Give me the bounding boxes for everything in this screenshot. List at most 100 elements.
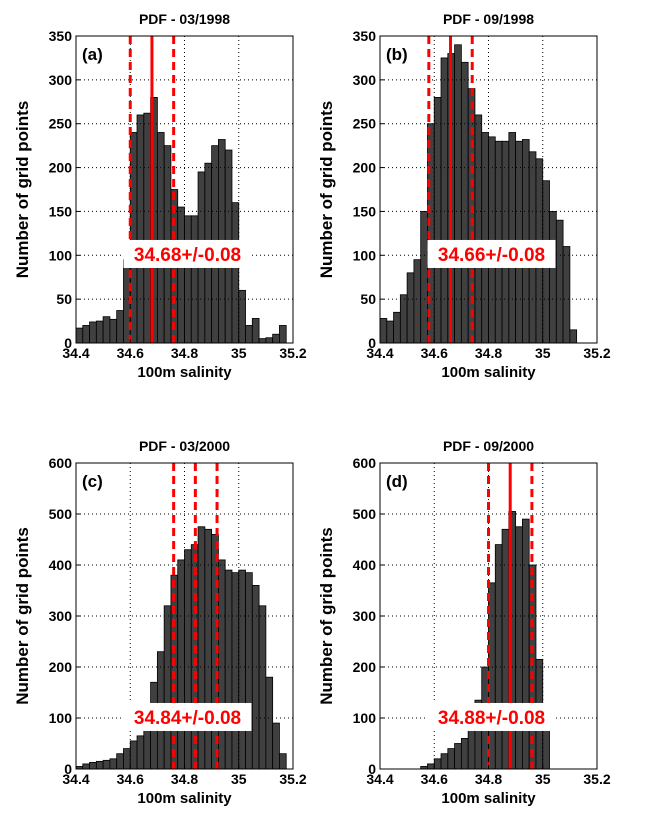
panel-label: (a) [82, 45, 103, 64]
bar [454, 743, 462, 770]
bar [238, 569, 246, 770]
panel: 34.4 34.6 34.8 35 35.2 0 100 200 300 400 500 600 PDF… [13, 438, 307, 807]
y-tick-label: 200 [353, 659, 377, 675]
bar [279, 325, 287, 344]
x-tick-label: 35.2 [583, 771, 610, 787]
bar [555, 219, 564, 344]
y-tick-label: 300 [353, 608, 377, 624]
bar [454, 44, 462, 344]
bar [433, 758, 442, 770]
bar [190, 544, 199, 770]
bar [515, 526, 523, 770]
y-tick-label: 500 [49, 506, 73, 522]
bar [143, 112, 151, 344]
bar [116, 310, 124, 344]
x-tick-label: 35.2 [583, 345, 610, 361]
x-axis-label: 100m salinity [441, 364, 536, 381]
annotation-box [123, 239, 252, 268]
bar [251, 585, 260, 770]
x-tick-label: 34.8 [475, 771, 502, 787]
y-tick-label: 500 [353, 506, 377, 522]
bar [460, 61, 469, 344]
y-tick-label: 300 [49, 608, 73, 624]
bar [156, 132, 165, 344]
panel-label: (b) [386, 45, 408, 64]
bar [501, 528, 510, 770]
y-axis-label: Number of grid points [317, 101, 336, 279]
bar [279, 753, 287, 770]
bar [440, 57, 449, 344]
bar [494, 544, 503, 770]
x-tick-label: 34.6 [421, 771, 448, 787]
bar [522, 518, 530, 770]
y-tick-label: 150 [49, 203, 73, 219]
x-tick-label: 34.4 [62, 345, 89, 361]
bar [184, 549, 192, 770]
bar [488, 136, 496, 344]
bar [190, 215, 199, 344]
bar [272, 722, 280, 770]
bar [549, 211, 557, 344]
bar [82, 763, 90, 770]
bar [562, 246, 571, 344]
bar [433, 97, 442, 344]
x-tick-label: 35 [231, 771, 247, 787]
y-tick-label: 100 [49, 247, 73, 263]
x-tick-label: 34.6 [117, 771, 144, 787]
bar [393, 311, 401, 344]
bar [75, 327, 84, 344]
x-tick-label: 34.6 [117, 345, 144, 361]
y-tick-label: 250 [49, 116, 73, 132]
bar [272, 333, 280, 344]
bar [123, 748, 131, 770]
bar [413, 259, 422, 344]
annotation: 34.88+/-0.08 [438, 708, 545, 729]
bar [481, 132, 489, 344]
bar [265, 676, 274, 770]
bar [82, 325, 90, 344]
bar [238, 289, 246, 344]
bar [177, 559, 185, 770]
bar [508, 132, 517, 344]
x-tick-label: 35 [231, 345, 247, 361]
panel: 34.4 34.6 34.8 35 35.2 0 50 100 150 200 250 300 350 P… [317, 11, 611, 381]
annotation: 34.68+/-0.08 [134, 245, 241, 266]
y-tick-label: 300 [353, 72, 377, 88]
bar [406, 272, 415, 344]
y-axis-label: Number of grid points [13, 527, 32, 705]
bar [258, 605, 267, 770]
y-tick-label: 0 [64, 335, 72, 351]
y-tick-label: 350 [353, 28, 377, 44]
annotation: 34.66+/-0.08 [438, 245, 545, 266]
bar [109, 318, 118, 344]
bar [427, 763, 435, 770]
y-tick-label: 100 [49, 710, 73, 726]
bar [467, 88, 476, 344]
x-tick-label: 34.8 [171, 345, 198, 361]
panel-title: PDF - 09/2000 [443, 438, 534, 454]
bar [251, 318, 260, 344]
bar [224, 569, 233, 770]
bar [231, 572, 240, 770]
bar [197, 526, 206, 770]
y-tick-label: 100 [353, 710, 377, 726]
bar [265, 337, 274, 344]
y-tick-label: 0 [64, 761, 72, 777]
y-tick-label: 200 [49, 659, 73, 675]
panel: 34.4 34.6 34.8 35 35.2 0 100 200 300 400 500 600 PDF… [317, 438, 611, 807]
y-tick-label: 0 [368, 761, 376, 777]
y-axis-label: Number of grid points [13, 101, 32, 279]
bar [474, 114, 483, 344]
x-axis-label: 100m salinity [137, 790, 232, 807]
annotation-box [427, 702, 556, 731]
bar [102, 759, 111, 770]
y-axis-label: Number of grid points [317, 527, 336, 705]
panel-title: PDF - 03/1998 [139, 11, 230, 27]
panel-label: (d) [386, 472, 408, 491]
bar [245, 325, 253, 344]
y-tick-label: 50 [56, 291, 72, 307]
annotation: 34.84+/-0.08 [134, 708, 241, 729]
x-tick-label: 34.8 [475, 345, 502, 361]
bar [95, 760, 104, 770]
